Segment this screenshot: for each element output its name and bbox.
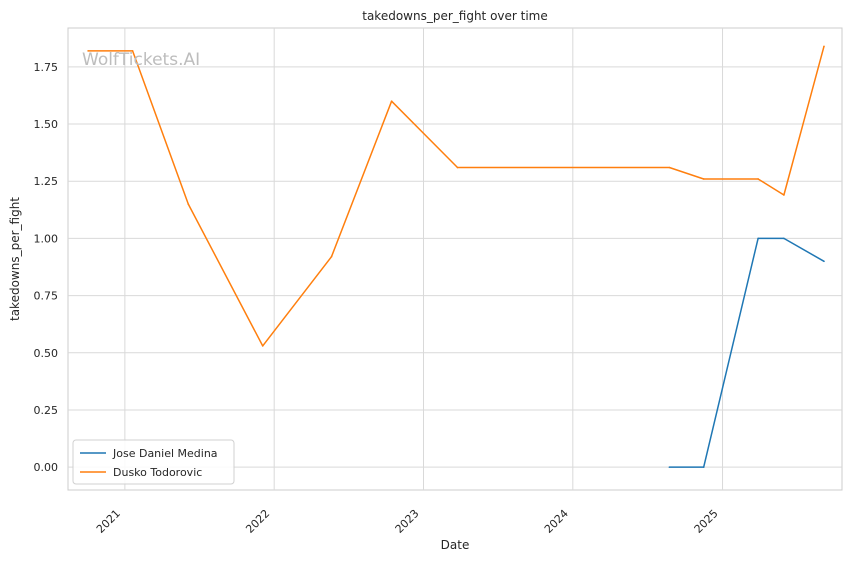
- data-point: [187, 203, 190, 205]
- data-point: [668, 466, 671, 468]
- data-point: [702, 178, 705, 180]
- y-tick-label: 1.25: [34, 175, 59, 188]
- grid: [68, 28, 842, 490]
- x-tick-label: 2021: [94, 507, 123, 536]
- data-point: [757, 237, 759, 240]
- legend-label: Dusko Todorovic: [113, 466, 202, 479]
- data-point: [823, 45, 825, 48]
- data-point: [87, 50, 89, 52]
- data-point: [261, 345, 264, 347]
- legend-box: [72, 439, 235, 485]
- x-tick-label: 2023: [393, 507, 422, 536]
- y-tick-label: 1.50: [34, 118, 59, 131]
- data-point: [668, 166, 671, 169]
- data-point: [456, 166, 459, 169]
- watermark: WolfTickets.AI: [82, 50, 200, 70]
- x-axis-label: Date: [441, 538, 470, 552]
- data-point: [330, 255, 333, 258]
- y-tick-label: 0.50: [34, 347, 59, 360]
- y-axis-label: takedowns_per_fight: [8, 197, 22, 321]
- x-tick-label: 2024: [542, 507, 571, 536]
- legend: Jose Daniel Medina Dusko Todorovic: [72, 439, 235, 485]
- y-tick-label: 0.25: [34, 404, 59, 417]
- y-tick-label: 0.75: [34, 290, 59, 303]
- y-tick-label: 1.75: [34, 61, 59, 74]
- data-point: [823, 260, 825, 263]
- data-point: [757, 178, 759, 180]
- series-lines: [87, 45, 825, 468]
- data-point: [783, 237, 785, 240]
- plot-area: [67, 27, 843, 491]
- data-point: [390, 100, 393, 102]
- data-point: [783, 194, 785, 196]
- chart-title: takedowns_per_fight over time: [362, 9, 548, 23]
- legend-label: Jose Daniel Medina: [112, 447, 218, 460]
- x-tick-label: 2025: [692, 507, 721, 536]
- y-tick-label: 1.00: [34, 232, 59, 245]
- series-line-1: [88, 46, 825, 347]
- data-point: [702, 466, 705, 468]
- data-point: [131, 50, 134, 52]
- x-tick-label: 2022: [243, 507, 272, 536]
- y-tick-label: 0.00: [34, 461, 59, 474]
